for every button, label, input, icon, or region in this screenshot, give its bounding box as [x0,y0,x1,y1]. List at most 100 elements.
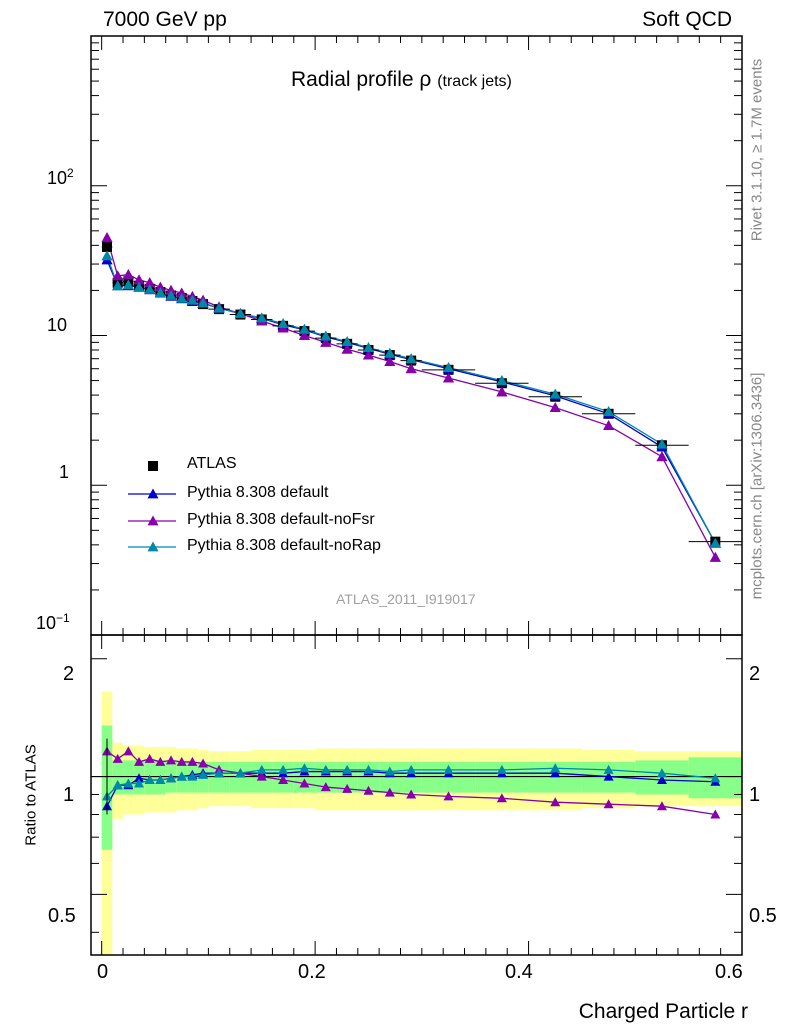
main-point-top-2 [154,281,166,292]
main-point-top-3 [122,279,134,290]
ratio-point-1 [198,758,209,768]
legend-label-norap: Pythia 8.308 default-noRap [187,537,381,554]
ratio-point-1 [123,746,134,756]
ratio-point-2 [123,778,134,788]
main-panel-lines [101,232,742,562]
ratio-point-2 [299,763,310,773]
ratio-point-1 [363,785,374,795]
main-point-top-3 [101,250,113,261]
ratio-point-2 [198,769,209,779]
ratio-point-2 [166,773,177,783]
ratio-point-1 [112,753,123,763]
x-tick-label-0: 0 [97,961,109,983]
ratio-point-1 [342,783,353,793]
ratio-point-2 [384,766,395,776]
ratio-point-2 [187,771,198,781]
chart-title-sub: (track jets) [437,73,512,90]
main-point-top-3 [277,318,289,329]
ratio-tick-label-2: 2 [63,663,75,685]
ratio-point-1 [406,789,417,799]
main-point-top-2 [362,349,374,360]
main-point-top-3 [154,287,166,298]
y-tick-exp-0.1: −1 [56,611,70,625]
ratio-band-inner [379,761,401,793]
main-point-top-3 [362,342,374,353]
ratio-uncertainty-bands [91,691,742,955]
legend-marker-2 [147,515,159,526]
legend-label-nofsr: Pythia 8.308 default-noFsr [187,511,375,528]
legend-label-default: Pythia 8.308 default [187,484,329,501]
ratio-point-1 [603,799,614,809]
main-point-top-3 [496,375,508,385]
ratio-point-2 [112,780,123,790]
ratio-point-1 [550,797,561,807]
main-point-top-3 [176,292,188,303]
ratio-band-inner [112,760,124,795]
ratio-point-1 [384,787,395,797]
ratio-point-1 [299,778,310,788]
main-point-top-2 [405,363,417,374]
legend-marker-3 [147,541,159,552]
legend-marker-atlas [148,461,158,471]
ratio-point-2 [134,778,145,788]
chart-title-main: Radial profile ρ [291,68,432,91]
ratio-point-0 [550,768,561,778]
main-point-top-3 [341,336,353,347]
y-tick-label-0.1: 10−1 [36,611,70,633]
ratio-point-1 [155,756,166,766]
ratio-point-1 [443,791,454,801]
y-tick-label-1: 1 [59,462,70,482]
ratio-tick-label-right-0.5: 0.5 [749,905,777,927]
main-point-top-2 [603,420,615,431]
ratio-point-0 [603,771,614,781]
main-point-top-2 [443,372,455,383]
main-point-top-3 [320,330,332,341]
main-point-top-2 [656,451,668,462]
main-point-top-2 [709,551,721,562]
ratio-point-1 [496,793,507,803]
ratio-point-2 [256,764,267,774]
ratio-point-2 [214,768,225,778]
main-point-top-2 [298,330,310,340]
ratio-point-1 [278,774,289,784]
ratio-tick-label-0.5: 0.5 [48,905,76,927]
main-point-top-2 [320,336,332,347]
ratio-band-inner [208,761,230,793]
main-point-top-2 [112,270,124,281]
main-point-top-2 [133,274,145,285]
ratio-point-1 [176,756,187,766]
header-right: Soft QCD [642,8,732,31]
main-point-top-2 [496,386,508,397]
main-point-top-2 [176,287,188,298]
ratio-point-1 [144,753,155,763]
ratio-point-1 [710,809,721,819]
ratio-point-1 [656,801,667,811]
main-point-top-2 [144,277,156,288]
legend-marker-1 [147,488,159,499]
ratio-panel-frame [90,634,743,956]
ratio-band-inner [123,760,134,795]
main-point-top-3 [384,347,396,358]
main-point-top-3 [256,312,268,323]
ratio-point-2 [235,768,246,778]
ratio-point-2 [363,764,374,774]
ratio-band-inner [229,761,252,793]
main-point-top-3 [298,323,310,334]
ratio-point-2 [656,768,667,778]
atlas-point [102,241,113,252]
main-point-top-3 [603,406,615,417]
ratio-point-2 [406,764,417,774]
main-line-2 [106,237,716,558]
ratio-point-0 [134,773,145,783]
main-point-top-3 [213,302,225,313]
analysis-watermark: ATLAS_2011_I919017 [336,591,476,607]
ratio-tick-label-right-2: 2 [749,663,761,685]
x-tick-label-0.6: 0.6 [715,961,743,983]
chart-title: Radial profile ρ (track jets) [291,68,512,92]
x-tick-label-0.2: 0.2 [298,961,326,983]
main-point-top-2 [122,269,134,280]
ratio-point-2 [144,774,155,784]
main-point-top-3 [549,388,561,399]
ratio-point-1 [187,756,198,766]
y-tick-label-100: 102 [47,166,74,188]
